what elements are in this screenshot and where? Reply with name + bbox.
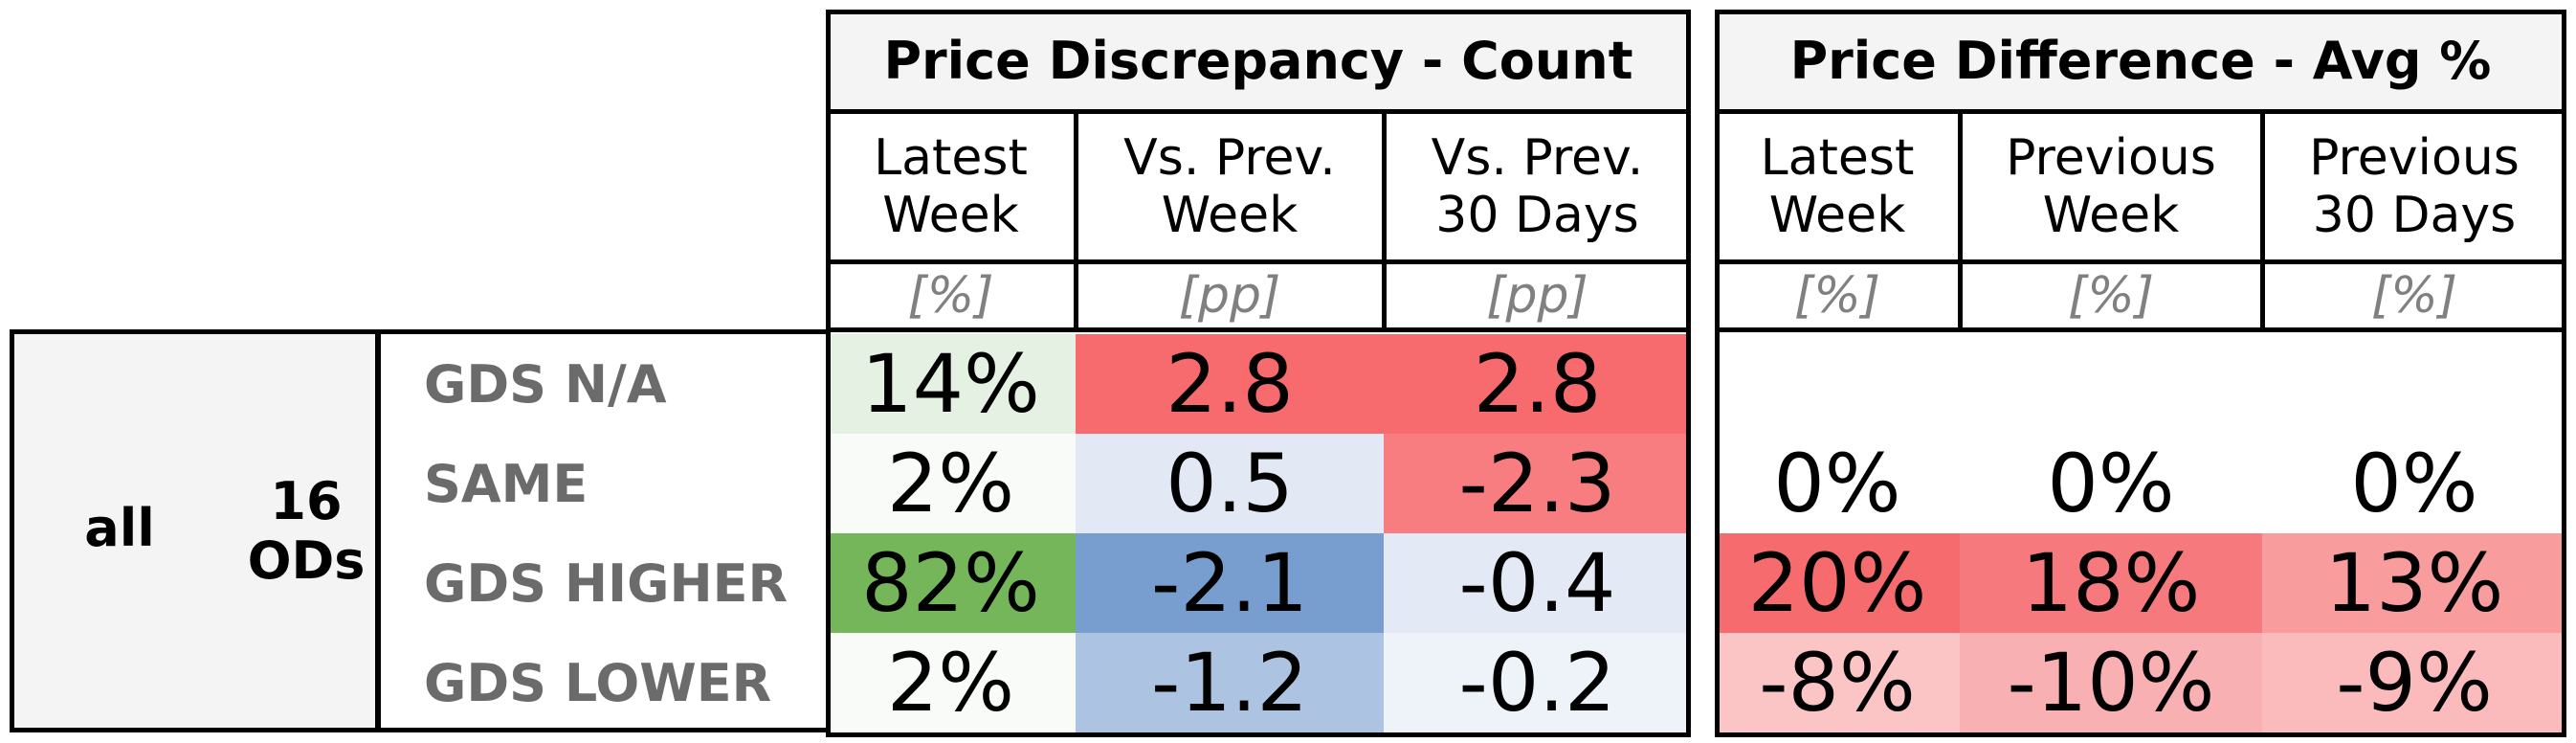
count-col-header: Latest Week <box>874 129 1028 244</box>
avg-vline <box>2260 109 2265 331</box>
avg-cell <box>1715 334 1960 434</box>
count-cell: 0.5 <box>1076 434 1384 533</box>
count-cell: 2% <box>826 434 1076 533</box>
row-label: GDS LOWER <box>424 652 772 713</box>
avg-cell: 20% <box>1715 533 1960 633</box>
group-divider <box>375 329 380 732</box>
avg-panel-border <box>1715 10 2566 737</box>
avg-hline <box>1715 259 2566 264</box>
avg-cell: 0% <box>1715 434 1960 533</box>
count-panel-border <box>826 10 1691 737</box>
count-col-header: Vs. Prev. Week <box>1123 129 1336 244</box>
avg-cell <box>2262 334 2566 434</box>
group-scope-label: all <box>84 498 155 558</box>
count-cell: 82% <box>826 533 1076 633</box>
group-ods-label: 16 ODs <box>247 471 366 591</box>
avg-cell: -10% <box>1960 633 2262 732</box>
count-hline <box>826 259 1691 264</box>
row-label: SAME <box>424 453 588 514</box>
count-cell: 2.8 <box>1384 334 1691 434</box>
count-vline <box>1382 109 1387 331</box>
avg-col-header: Previous Week <box>2006 129 2216 244</box>
avg-cell: 13% <box>2262 533 2566 633</box>
count-hline <box>826 327 1691 332</box>
avg-cell: -8% <box>1715 633 1960 732</box>
count-cell: -1.2 <box>1076 633 1384 732</box>
count-cell: -2.3 <box>1384 434 1691 533</box>
avg-col-unit: [%] <box>1794 267 1880 325</box>
avg-col-unit: [%] <box>2371 267 2457 325</box>
avg-hline <box>1715 327 2566 332</box>
count-cell: 2% <box>826 633 1076 732</box>
count-col-unit: [pp] <box>1178 267 1281 325</box>
count-cell: 2.8 <box>1076 334 1384 434</box>
avg-cell: 0% <box>2262 434 2566 533</box>
avg-cell: 0% <box>1960 434 2262 533</box>
avg-vline <box>1958 109 1963 331</box>
avg-hline <box>1715 109 2566 114</box>
count-vline <box>1074 109 1078 331</box>
count-col-header: Vs. Prev. 30 Days <box>1431 129 1644 244</box>
row-label: GDS N/A <box>424 353 667 415</box>
count-hline <box>826 109 1691 114</box>
row-label: GDS HIGHER <box>424 552 788 614</box>
row-labels-area <box>380 329 826 732</box>
avg-cell: -9% <box>2262 633 2566 732</box>
count-cell: -0.4 <box>1384 533 1691 633</box>
count-cell: -2.1 <box>1076 533 1384 633</box>
count-panel-title: Price Discrepancy - Count <box>826 10 1691 111</box>
avg-panel-title: Price Difference - Avg % <box>1715 10 2566 111</box>
avg-col-unit: [%] <box>2068 267 2154 325</box>
count-cell: 14% <box>826 334 1076 434</box>
group-block <box>10 329 381 732</box>
count-col-unit: [%] <box>907 267 994 325</box>
count-col-unit: [pp] <box>1486 267 1588 325</box>
avg-col-header: Latest Week <box>1760 129 1915 244</box>
avg-cell: 18% <box>1960 533 2262 633</box>
avg-cell <box>1960 334 2262 434</box>
count-cell: -0.2 <box>1384 633 1691 732</box>
avg-col-header: Previous 30 Days <box>2309 129 2520 244</box>
